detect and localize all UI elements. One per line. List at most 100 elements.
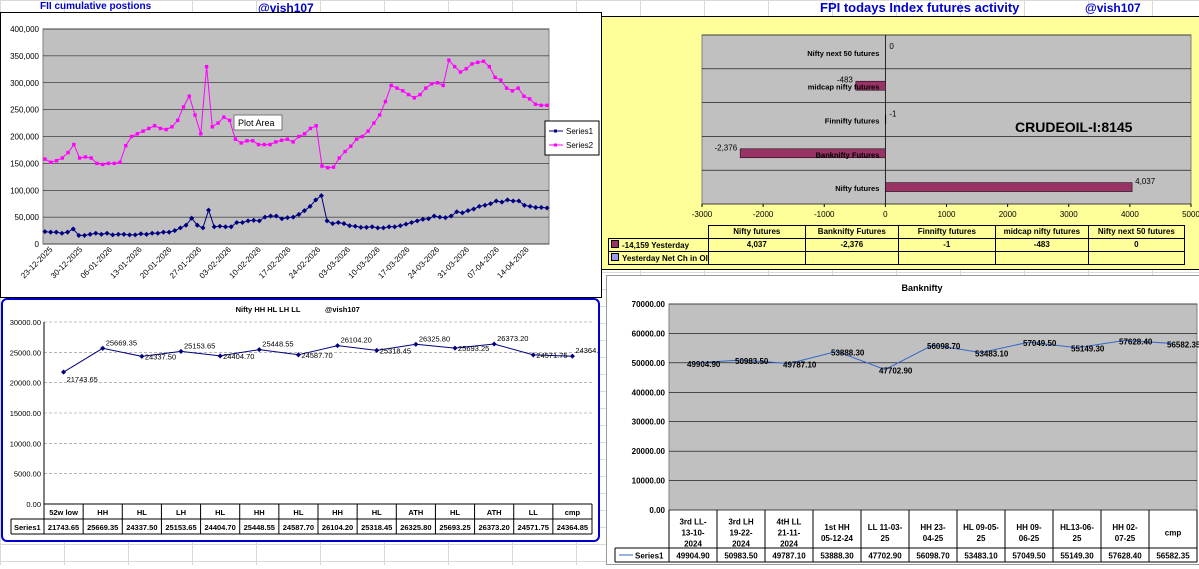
data-point — [273, 213, 279, 219]
table-value: 26104.20 — [322, 523, 353, 532]
data-point — [441, 83, 445, 88]
data-label: 49904.90 — [687, 360, 721, 369]
y-tick-label: 0 — [35, 240, 40, 249]
data-point — [527, 203, 533, 209]
category-label: Nifty futures — [835, 184, 879, 193]
fpi-cell: 4,037 — [707, 237, 806, 252]
data-point — [481, 59, 486, 63]
data-point — [189, 215, 195, 221]
y-tick-label: 5000.00 — [14, 470, 41, 479]
category-label: 21-11- — [778, 529, 801, 538]
fpi-header-title: FPI todays Index futures activity — [820, 0, 1020, 15]
table-value: 55149.30 — [1060, 552, 1094, 561]
y-tick-label: 50,000 — [15, 213, 40, 222]
data-point — [372, 121, 376, 125]
data-point — [60, 156, 65, 160]
data-point — [318, 193, 324, 199]
data-point — [152, 124, 157, 128]
value-label: -2,376 — [714, 143, 737, 152]
table-value: 26325.80 — [400, 523, 431, 532]
bar — [885, 182, 1133, 192]
x-tick-label: 1000 — [938, 210, 956, 219]
data-point — [95, 161, 99, 166]
table-value: 21743.65 — [48, 523, 79, 532]
data-point — [211, 224, 217, 230]
data-label: 26373.20 — [497, 334, 528, 343]
data-point — [392, 224, 398, 230]
data-point — [291, 140, 295, 144]
legend-swatch — [611, 239, 619, 248]
table-value: 57628.40 — [1108, 552, 1142, 561]
data-point — [386, 224, 392, 230]
data-point — [308, 126, 313, 131]
bar — [739, 148, 886, 159]
fpi-col-header: midcap nifty futures — [994, 225, 1089, 239]
data-point — [178, 348, 184, 354]
category-label: HH 23- — [920, 523, 946, 532]
table-value: 24337.50 — [126, 523, 157, 532]
series-line — [692, 339, 1174, 371]
category-label: 2024 — [732, 540, 750, 549]
handle-right: @vish107 — [1085, 1, 1141, 15]
data-point — [234, 219, 240, 226]
data-point — [279, 138, 284, 142]
x-tick-label: 3000 — [1060, 210, 1078, 219]
series-name: Series1 — [14, 523, 41, 532]
data-point — [545, 103, 549, 108]
data-point — [141, 129, 145, 133]
table-value: 25318.45 — [361, 523, 392, 532]
data-point — [533, 102, 538, 106]
fpi-row-label: Yesterday Net Ch in OI — [608, 250, 709, 265]
fpi-cell: -1 — [897, 237, 996, 252]
category-label: HL — [215, 508, 225, 517]
data-point — [135, 132, 140, 136]
bar — [885, 114, 887, 125]
data-point — [206, 207, 212, 213]
data-point — [521, 202, 527, 208]
data-label: 24404.70 — [223, 352, 254, 361]
fii-chart-panel: 0 50,000 100,000 150,000 200,000 250,000 300,0… — [0, 12, 602, 298]
data-point — [435, 81, 440, 85]
plot-area — [701, 34, 1192, 205]
x-tick-label: 2000 — [999, 210, 1017, 219]
data-point — [132, 232, 138, 238]
data-point — [499, 78, 503, 82]
data-point — [256, 347, 262, 353]
data-point — [65, 229, 71, 235]
data-point — [256, 218, 262, 224]
data-point — [341, 221, 347, 227]
y-tick-label: 10000.00 — [10, 439, 41, 448]
data-point — [452, 64, 457, 69]
y-tick-label: 60000.00 — [632, 329, 666, 338]
table-value: 49904.90 — [676, 552, 710, 561]
data-point — [76, 232, 82, 238]
category-label: Finnifty futures — [825, 117, 880, 126]
y-tick-label: 250,000 — [10, 106, 39, 115]
category-label: HL — [372, 508, 382, 517]
data-point — [482, 202, 488, 208]
data-label: 26325.80 — [419, 334, 450, 343]
data-point — [320, 164, 324, 168]
data-point — [147, 126, 151, 131]
data-label: 53888.30 — [831, 348, 865, 357]
data-point — [181, 105, 186, 109]
table-value: 57049.50 — [1012, 552, 1046, 561]
table-value: 24587.70 — [283, 523, 314, 532]
fpi-chart: -3000 -2000 -1000 0 1000 2000 3000 4000 5000 Nift… — [692, 34, 1199, 219]
data-point — [452, 345, 458, 351]
data-point — [72, 142, 76, 147]
x-tick-label: -1000 — [814, 210, 835, 219]
data-point — [124, 143, 128, 148]
data-point — [279, 216, 285, 222]
table-value: 25693.25 — [439, 523, 470, 532]
category-label: 05-12-24 — [821, 534, 854, 543]
data-point — [199, 132, 203, 136]
category-label: 13-10- — [681, 529, 704, 538]
data-point — [413, 341, 419, 347]
annotation-text: CRUDEOIL-I:8145 — [1015, 119, 1133, 135]
y-tick-label: 30000.00 — [632, 418, 666, 427]
data-point — [493, 75, 497, 80]
data-label: 53483.10 — [975, 350, 1009, 359]
fpi-table-header-row: Nifty futures Banknifty Futures Finnifty… — [608, 225, 1185, 239]
category-label: HH — [254, 508, 265, 517]
